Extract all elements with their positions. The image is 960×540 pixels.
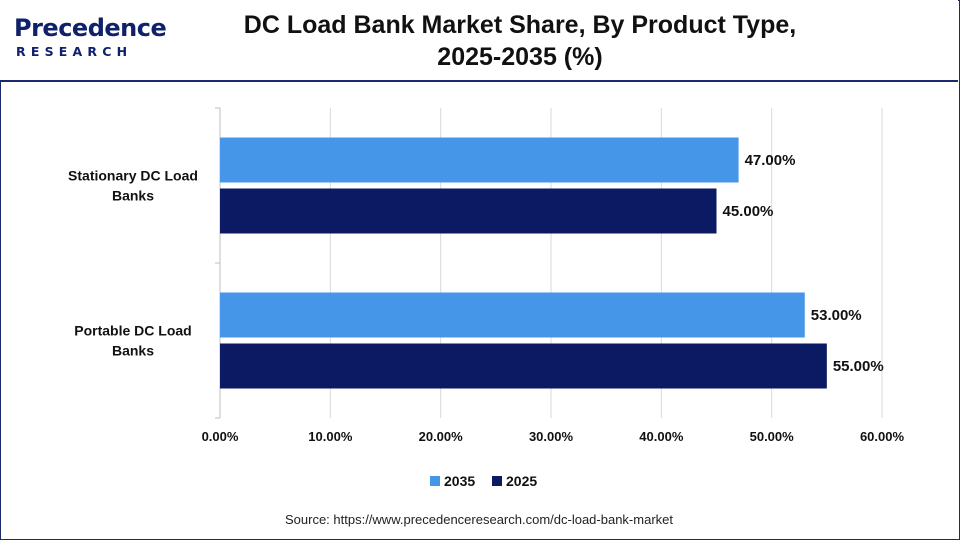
logo-wordmark: Precedence (14, 14, 167, 42)
x-tick-label: 0.00% (202, 429, 239, 444)
data-label: 55.00% (833, 358, 884, 375)
legend-swatch-2025 (492, 476, 502, 486)
chart-title: DC Load Bank Market Share, By Product Ty… (200, 9, 840, 73)
bar-2025-1 (220, 188, 717, 234)
data-label: 47.00% (745, 152, 796, 169)
x-tick-label: 60.00% (860, 429, 905, 444)
bar-2025-2 (220, 343, 827, 389)
category-label: Stationary DC Load Banks (68, 168, 198, 204)
legend-label-2035: 2035 (444, 473, 475, 489)
x-tick-label: 50.00% (750, 429, 795, 444)
bar-2035-2 (220, 292, 805, 338)
x-tick-label: 30.00% (529, 429, 574, 444)
legend-swatch-2035 (430, 476, 440, 486)
source-note: Source: https://www.precedenceresearch.c… (284, 512, 673, 527)
bar-chart: 0.00% 10.00% 20.00% 30.00% 40.00% 50.00% 60.00… (68, 107, 905, 489)
chart-title-line-2: 2025-2035 (%) (437, 43, 603, 71)
header: Precedence RESEARCH DC Load Bank Market … (0, 0, 958, 82)
x-tick-label: 40.00% (639, 429, 684, 444)
logo-subtitle: RESEARCH (16, 44, 133, 59)
data-label: 53.00% (811, 307, 862, 324)
legend-label-2025: 2025 (506, 473, 537, 489)
bar-2035-1 (220, 137, 739, 183)
x-tick-label: 10.00% (308, 429, 353, 444)
category-label: Portable DC Load Banks (74, 323, 191, 359)
precedence-research-logo: Precedence RESEARCH (14, 14, 167, 64)
chart-title-line-1: DC Load Bank Market Share, By Product Ty… (243, 11, 797, 39)
data-label: 45.00% (723, 203, 774, 220)
x-tick-label: 20.00% (419, 429, 464, 444)
